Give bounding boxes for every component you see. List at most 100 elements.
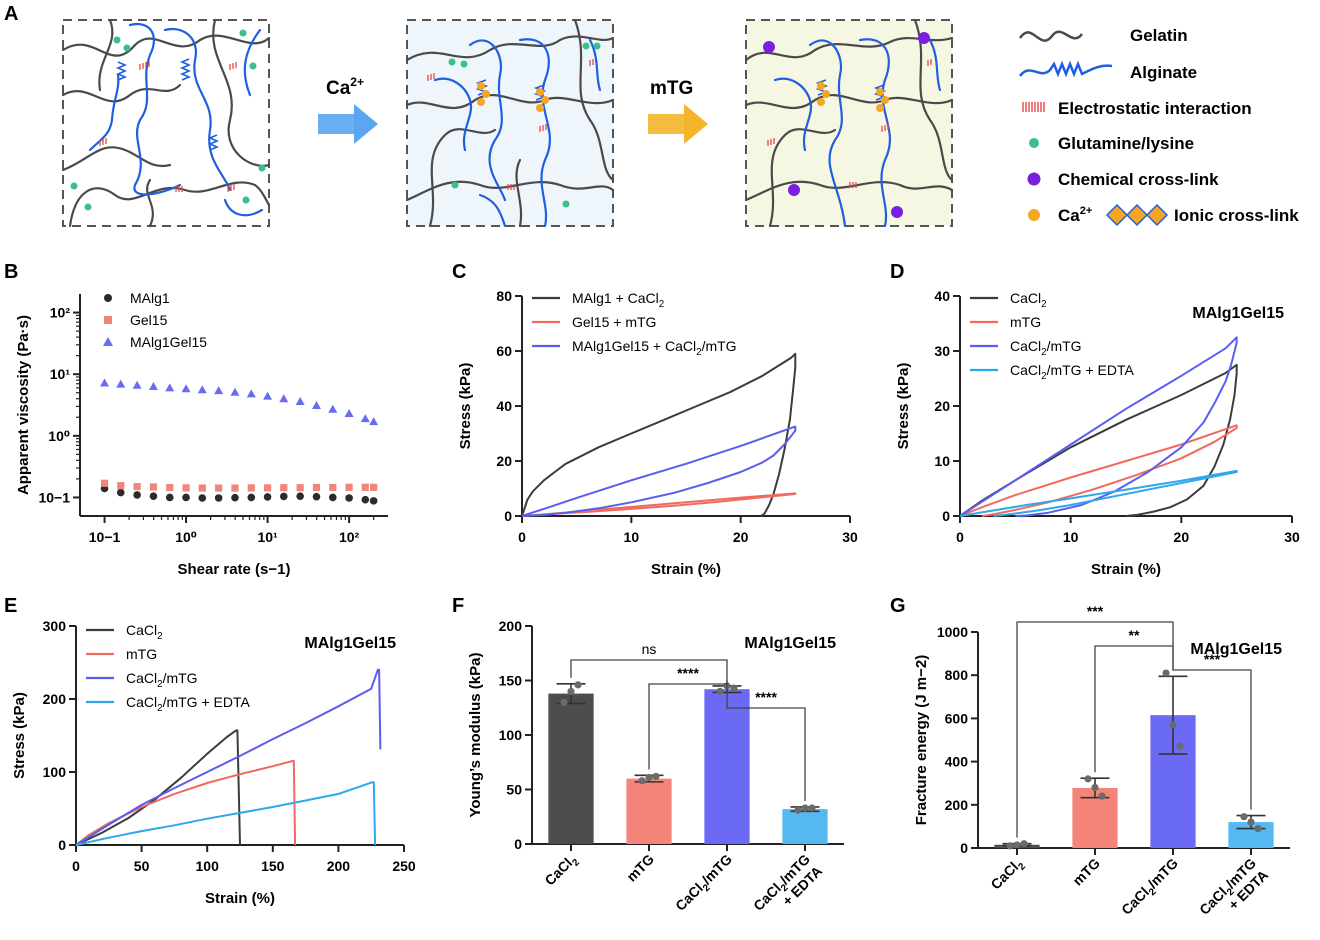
bar-1 <box>626 778 672 844</box>
data-point-gel15 <box>263 484 272 492</box>
bar-2 <box>704 689 750 844</box>
y-tick-label: 200 <box>499 618 523 634</box>
data-point-malg1 <box>279 492 288 501</box>
category-label-line: CaCl2/mTG <box>672 851 738 917</box>
legend-label-tail: /mTG <box>163 670 198 686</box>
category-label-line: CaCl2 <box>541 850 582 891</box>
significance-label: *** <box>1204 651 1221 667</box>
x-axis-title: Strain (%) <box>205 890 275 907</box>
glutamine-legend-swatch <box>1029 138 1039 148</box>
data-point-malg1 <box>361 495 370 504</box>
legend-label: CaCl2/mTG <box>1010 338 1082 358</box>
series-line-2 <box>75 668 382 846</box>
replicate-point <box>1013 841 1021 849</box>
data-point-gel15 <box>280 484 288 492</box>
y-axis-title: Apparent viscosity (Pa·s) <box>15 315 32 495</box>
x-tick-label: 30 <box>1284 529 1300 545</box>
chart-annotation: MAlg1Gel15 <box>1190 641 1282 658</box>
panel-label-g: G <box>890 595 906 617</box>
legend-label: MAlg1Gel15 + CaCl2/mTG <box>572 338 737 358</box>
legend-label-tail: /mTG + EDTA <box>1047 362 1135 378</box>
legend-label-main: CaCl <box>126 622 157 638</box>
replicate-point <box>574 681 582 689</box>
data-point-gel15 <box>100 479 109 487</box>
legend-label: CaCl2 <box>1010 290 1047 310</box>
legend-label-sub: 2 <box>1041 299 1046 310</box>
y-tick-label: 60 <box>496 343 512 359</box>
y-tick-label: 30 <box>934 343 950 359</box>
schematic-legend: Gelatin Alginate Electrostatic interacti… <box>1018 26 1299 227</box>
panel-label-a: A <box>4 3 18 25</box>
y-tick-label: 0 <box>514 836 522 852</box>
y-tick-label: 200 <box>945 797 969 813</box>
legend-ca: Ca <box>1058 206 1080 225</box>
series-line-1 <box>959 424 1238 517</box>
data-point-malg1gel15 <box>246 389 256 398</box>
data-point-malg1gel15 <box>132 380 142 389</box>
data-point-malg1gel15 <box>279 394 289 403</box>
category-label-main: mTG <box>623 851 657 885</box>
data-point-malg1 <box>182 493 190 502</box>
legend-electrostatic: Electrostatic interaction <box>1058 99 1252 118</box>
legend-label: mTG <box>1010 314 1041 330</box>
significance-label: *** <box>1087 603 1104 619</box>
data-point-gel15 <box>215 484 223 492</box>
bar-3 <box>782 809 828 844</box>
y-tick-label: 40 <box>934 288 950 304</box>
arrow-mtg: mTG <box>648 78 708 144</box>
data-point-malg1gel15 <box>369 417 379 426</box>
legend-label: MAlg1 + CaCl2 <box>572 290 664 310</box>
chart-b-viscosity: Shear rate (s−1) Apparent viscosity (Pa·s… <box>15 290 388 578</box>
data-point-gel15 <box>247 484 255 492</box>
x-tick-label: 10¹ <box>257 529 278 545</box>
category-label-1: mTG <box>1069 855 1103 889</box>
x-tick-label: 20 <box>1174 529 1190 545</box>
legend-label: CaCl2/mTG + EDTA <box>126 694 250 714</box>
y-axis-title: Stress (kPa) <box>895 363 912 450</box>
significance-label: ** <box>1129 627 1140 643</box>
y-tick-label: 100 <box>499 727 523 743</box>
y-tick-label: 10−1 <box>38 489 70 505</box>
panel-label-c: C <box>452 261 466 283</box>
replicate-point <box>1254 824 1262 833</box>
data-point-malg1gel15 <box>116 379 126 388</box>
significance-label: **** <box>677 665 699 681</box>
x-axis-title: Strain (%) <box>651 561 721 578</box>
y-tick-label: 600 <box>945 710 969 726</box>
data-point-malg1gel15 <box>360 414 370 423</box>
y-tick-label: 800 <box>945 667 969 683</box>
y-tick-label: 0 <box>504 508 512 524</box>
y-tick-label: 10⁰ <box>48 428 70 444</box>
data-point-gel15 <box>345 483 353 491</box>
replicate-point <box>1169 721 1177 729</box>
legend-label-main: CaCl <box>126 670 157 686</box>
ionic-legend-swatch <box>1105 203 1169 227</box>
replicate-point <box>638 777 646 785</box>
legend-label-main: MAlg1 + CaCl <box>572 290 659 306</box>
y-tick-label: 0 <box>942 508 950 524</box>
schematic-box-2 <box>405 18 615 228</box>
data-point-gel15 <box>370 483 378 491</box>
category-label-main: mTG <box>1069 855 1103 889</box>
legend-marker <box>103 337 113 346</box>
y-tick-label: 300 <box>43 618 67 634</box>
alginate-legend-swatch <box>1018 60 1113 78</box>
y-axis-title: Fracture energy (J m−2) <box>913 655 930 826</box>
legend-label-sub: 2 <box>696 347 701 358</box>
chart-annotation: MAlg1Gel15 <box>304 635 396 652</box>
y-tick-label: 20 <box>934 398 950 414</box>
legend-glutamine: Glutamine/lysine <box>1058 134 1194 153</box>
significance-bracket <box>1172 669 1252 810</box>
y-tick-label: 50 <box>506 782 522 798</box>
legend-label-tail: /mTG <box>1047 338 1082 354</box>
y-tick-label: 150 <box>499 673 523 689</box>
data-point-gel15 <box>133 482 141 491</box>
y-axis-title: Young’s modulus (kPa) <box>467 652 484 817</box>
replicate-point <box>730 684 738 692</box>
legend-ca-sup: 2+ <box>1080 205 1093 217</box>
data-point-malg1 <box>231 493 239 502</box>
legend-label: MAlg1 <box>130 290 170 306</box>
panel-label-e: E <box>4 595 17 617</box>
category-label-main: CaCl <box>672 880 706 914</box>
data-point-gel15 <box>166 483 174 492</box>
